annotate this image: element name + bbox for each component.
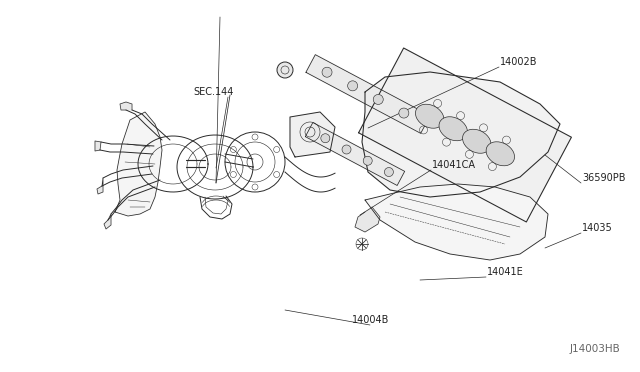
Text: 14004B: 14004B xyxy=(352,315,389,325)
Polygon shape xyxy=(290,112,335,157)
Polygon shape xyxy=(115,112,162,216)
Circle shape xyxy=(348,81,358,91)
Circle shape xyxy=(277,62,293,78)
Text: 14041E: 14041E xyxy=(487,267,524,277)
Circle shape xyxy=(321,134,330,143)
Text: 14035: 14035 xyxy=(582,223,612,233)
Text: SEC.144: SEC.144 xyxy=(193,87,234,97)
Text: 14041CA: 14041CA xyxy=(432,160,476,170)
Polygon shape xyxy=(362,72,560,197)
Polygon shape xyxy=(97,178,103,194)
Circle shape xyxy=(373,94,383,105)
Circle shape xyxy=(322,67,332,77)
Circle shape xyxy=(399,108,409,118)
Polygon shape xyxy=(120,102,132,110)
Polygon shape xyxy=(95,141,101,151)
Polygon shape xyxy=(355,207,380,232)
Circle shape xyxy=(342,145,351,154)
Circle shape xyxy=(385,167,394,177)
Text: 14002B: 14002B xyxy=(500,57,538,67)
Polygon shape xyxy=(358,48,572,222)
Text: 36590PB: 36590PB xyxy=(582,173,625,183)
Polygon shape xyxy=(365,184,548,260)
Polygon shape xyxy=(305,122,404,186)
Text: J14003HB: J14003HB xyxy=(569,344,620,354)
Ellipse shape xyxy=(463,129,491,153)
Polygon shape xyxy=(104,214,111,229)
Ellipse shape xyxy=(439,117,467,141)
Ellipse shape xyxy=(486,142,515,166)
Polygon shape xyxy=(306,55,430,133)
Circle shape xyxy=(364,156,372,165)
Ellipse shape xyxy=(415,104,444,128)
